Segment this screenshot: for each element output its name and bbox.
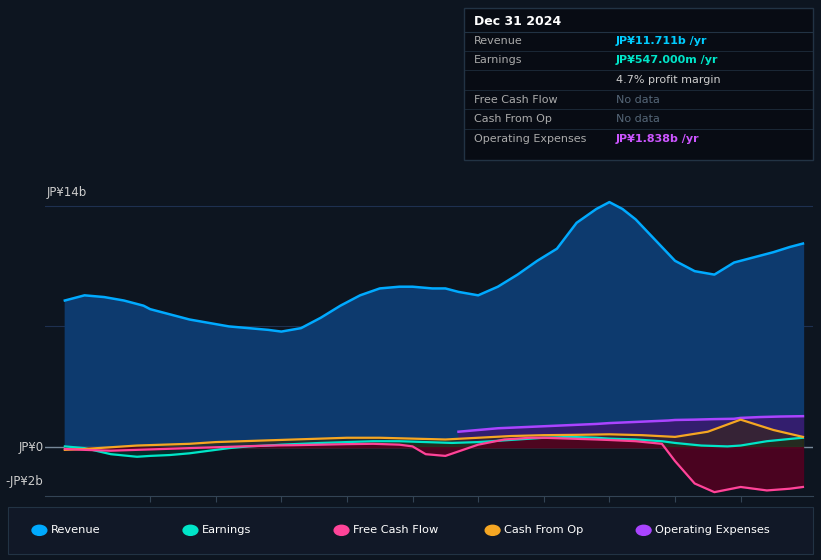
- Text: Dec 31 2024: Dec 31 2024: [474, 15, 561, 28]
- Text: Earnings: Earnings: [202, 525, 251, 535]
- Text: Revenue: Revenue: [51, 525, 100, 535]
- Text: 4.7% profit margin: 4.7% profit margin: [616, 75, 720, 85]
- Text: Operating Expenses: Operating Expenses: [474, 134, 586, 144]
- Text: -JP¥2b: -JP¥2b: [6, 475, 44, 488]
- Text: JP¥11.711b /yr: JP¥11.711b /yr: [616, 36, 707, 46]
- Text: Cash From Op: Cash From Op: [474, 114, 552, 124]
- Text: Operating Expenses: Operating Expenses: [655, 525, 770, 535]
- Text: JP¥1.838b /yr: JP¥1.838b /yr: [616, 134, 699, 144]
- Text: JP¥14b: JP¥14b: [47, 186, 87, 199]
- Text: JP¥0: JP¥0: [19, 441, 44, 454]
- Text: Free Cash Flow: Free Cash Flow: [474, 95, 557, 105]
- Text: Revenue: Revenue: [474, 36, 522, 46]
- Text: No data: No data: [616, 95, 659, 105]
- Text: JP¥547.000m /yr: JP¥547.000m /yr: [616, 55, 718, 66]
- Text: Earnings: Earnings: [474, 55, 522, 66]
- Text: Free Cash Flow: Free Cash Flow: [353, 525, 438, 535]
- Text: No data: No data: [616, 114, 659, 124]
- Text: Cash From Op: Cash From Op: [504, 525, 584, 535]
